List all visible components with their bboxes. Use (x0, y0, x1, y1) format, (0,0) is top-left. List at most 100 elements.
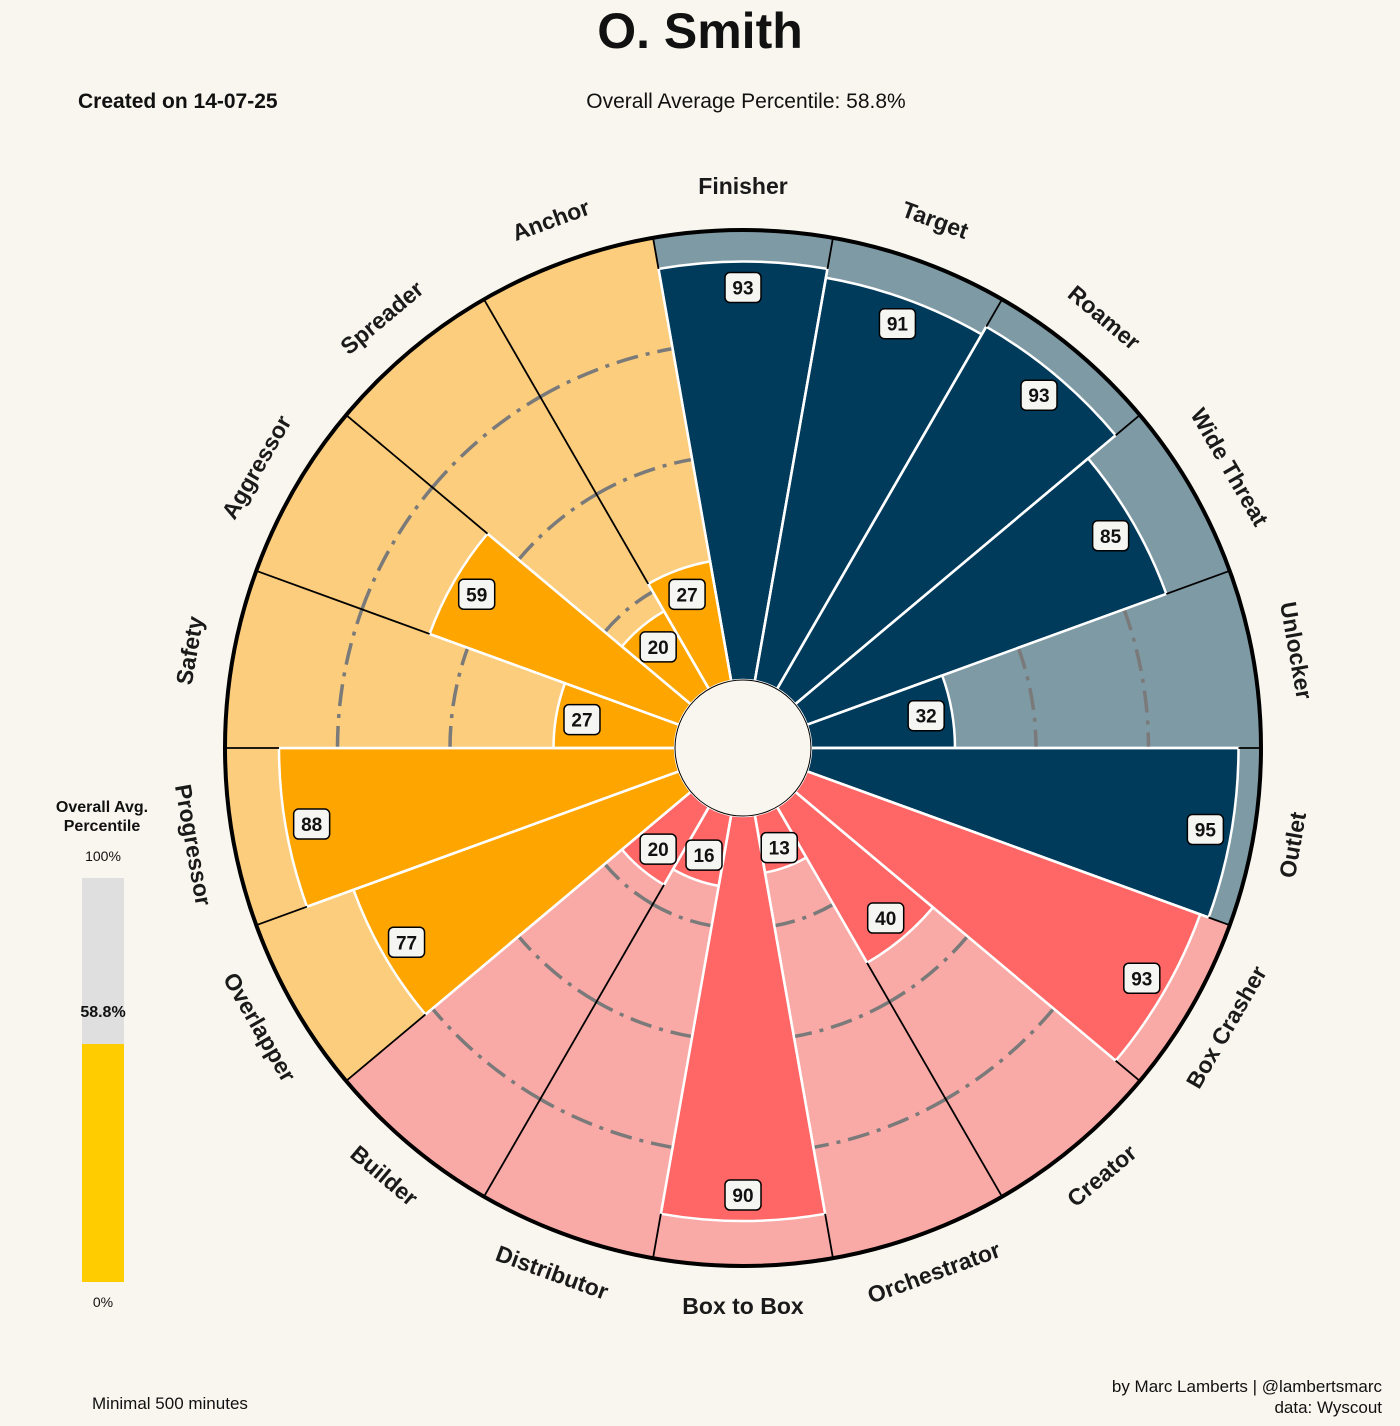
value-label-text: 95 (1195, 821, 1217, 842)
value-label-box (724, 1179, 762, 1211)
value-label-aggressor: 59 (457, 578, 496, 610)
reference-arc-25 (603, 862, 654, 906)
divider-outer (345, 414, 489, 535)
divider-inner (794, 790, 1117, 1062)
avg-bar-title-line1: Overall Avg. (55, 799, 149, 816)
divider-outer (985, 298, 1003, 328)
value-label-box (907, 699, 945, 732)
value-label-outlet: 95 (1186, 813, 1225, 846)
avg-bar-value: 58.8% (80, 1004, 126, 1022)
credits: by Marc Lamberts | @lambertsmarc data: W… (1112, 1376, 1382, 1418)
reference-arc-75 (1122, 608, 1151, 749)
value-label-box-crasher: 93 (1123, 962, 1161, 994)
value-label-text: 93 (1028, 386, 1049, 407)
value-label-text: 93 (1131, 969, 1152, 990)
value-label-text: 20 (648, 638, 669, 659)
reference-arc-75 (539, 346, 673, 399)
value-labels: 93 91 93 85 32 95 93 40 13 90 16 20 77 88 27 59 20 27 (292, 271, 1225, 1211)
reference-circles (335, 346, 1151, 1150)
value-label-finisher: 93 (724, 271, 762, 304)
slice-background-builder (346, 791, 709, 1197)
reference-arc-50 (793, 1000, 891, 1039)
value-label-box (387, 926, 426, 958)
minutes-note: Minimal 500 minutes (92, 1394, 248, 1413)
reference-arc-75 (431, 1007, 542, 1101)
reference-arc-50 (1016, 647, 1038, 749)
value-label-box (563, 703, 601, 736)
value-label-box (668, 578, 706, 611)
value-label-text: 85 (1100, 527, 1122, 548)
avg-bar-title: Overall Avg. Percentile (42, 798, 162, 836)
slice-background-spreader (346, 299, 709, 705)
reference-arc-50 (888, 935, 969, 1004)
divider-outer (255, 905, 308, 927)
divider-inner (657, 268, 733, 682)
divider-inner (429, 632, 680, 726)
value-label-box (1186, 813, 1225, 846)
category-label-creator: Creator (1062, 1139, 1141, 1212)
divider-inner (806, 592, 1167, 726)
divider-inner (486, 532, 692, 706)
divider-inner (775, 326, 988, 690)
value-label-text: 90 (732, 1186, 753, 1207)
value-label-box (457, 578, 496, 610)
category-label-builder: Builder (346, 1140, 423, 1211)
category-label-target: Target (899, 196, 973, 244)
value-label-box (866, 902, 905, 934)
value-label-progressor: 88 (292, 808, 331, 840)
created-date: Created on 14-07-25 (78, 90, 278, 113)
value-label-overlapper: 77 (387, 926, 426, 958)
divider-outer (652, 1213, 662, 1259)
divider-outer (483, 884, 665, 1198)
avg-bar-fill (82, 1044, 124, 1282)
value-label-orchestrator: 13 (760, 831, 799, 864)
divider-outer (866, 962, 1003, 1198)
slice-dividers (225, 237, 1261, 1259)
value-label-box (1123, 962, 1161, 994)
reference-arc-25 (651, 902, 712, 928)
avg-bar-title-line2: Percentile (63, 818, 141, 835)
avg-bar-max-label: 100% (85, 848, 121, 864)
divider-inner (659, 814, 733, 1215)
category-label-box-to-box: Box to Box (682, 1293, 804, 1319)
reference-arc-75 (944, 1007, 1055, 1101)
value-label-box (1020, 379, 1058, 411)
category-label-progressor: Progressor (170, 782, 217, 907)
center-hole (674, 679, 812, 817)
divider-outer (1115, 414, 1141, 436)
value-label-text: 27 (677, 585, 698, 606)
value-label-box (639, 631, 677, 663)
divider-inner (306, 770, 680, 908)
category-label-unlocker: Unlocker (1275, 600, 1318, 701)
value-label-wide-threat: 85 (1091, 520, 1130, 552)
reference-arc-75 (539, 1097, 673, 1150)
credit-author: by Marc Lamberts | @lambertsmarc (1111, 1377, 1382, 1396)
value-label-text: 32 (916, 707, 937, 728)
divider-outer (826, 237, 834, 270)
value-label-text: 91 (887, 315, 909, 336)
divider-outer (652, 237, 660, 270)
value-label-text: 27 (571, 711, 592, 732)
value-label-text: 88 (301, 815, 322, 836)
credit-source: data: Wyscout (1274, 1398, 1382, 1417)
reference-arc-75 (813, 1097, 947, 1150)
value-label-text: 93 (732, 279, 753, 300)
divider-outer (1208, 916, 1231, 927)
divider-inner (794, 434, 1117, 706)
player-name-title: O. Smith (597, 3, 803, 59)
reference-arc-75 (360, 486, 434, 610)
value-label-text: 77 (396, 933, 417, 954)
value-label-box (760, 831, 799, 864)
avg-bar-min-label: 0% (92, 1294, 114, 1310)
value-label-builder: 20 (639, 833, 677, 865)
value-label-text: 20 (648, 840, 669, 861)
value-label-text: 13 (769, 839, 790, 860)
value-label-anchor: 27 (668, 578, 706, 611)
reference-arc-50 (448, 647, 470, 749)
value-label-text: 40 (875, 909, 896, 930)
value-label-target: 91 (878, 307, 917, 340)
divider-inner (753, 814, 827, 1215)
reference-arc-25 (774, 902, 835, 928)
outer-ring (223, 228, 1263, 1268)
